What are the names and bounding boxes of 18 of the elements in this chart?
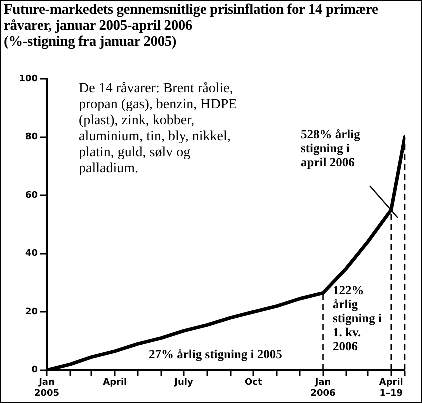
x-tick-label: Oct (244, 378, 263, 388)
y-tick-label: 40 (25, 249, 38, 260)
x-tick-label: April 1–19 (379, 378, 404, 399)
y-tick-label: 0 (32, 366, 38, 376)
annotation: 27% årlig stigning i 2005 (149, 347, 282, 362)
annotation: 528% årlig stigning i april 2006 (301, 127, 362, 170)
y-tick-label: 80 (25, 132, 38, 143)
x-tick-label: Jan 2005 (34, 378, 60, 399)
annotation: De 14 råvarer: Brent råolie, propan (gas), benzin, HDPE (plast), zink, kobber, aluminium, tin, bly, nikkel, platin, guld, sølv og palladium. (79, 82, 238, 177)
chart-title: Future-markedets gennemsnitlige prisinflation for 14 primære råvarer, januar 2005-april 2006 (4, 2, 380, 34)
y-tick-label: 100 (19, 74, 38, 84)
chart-subtitle: (%-stigning fra januar 2005) (4, 34, 178, 50)
y-tick-label: 60 (25, 190, 38, 201)
x-tick-label: Jan 2006 (310, 378, 336, 399)
y-tick-label: 20 (25, 307, 38, 318)
x-tick-label: April (103, 378, 128, 388)
annotation: 122% årlig stigning i 1. kv. 2006 (333, 283, 382, 354)
x-tick-label: July (174, 378, 194, 388)
